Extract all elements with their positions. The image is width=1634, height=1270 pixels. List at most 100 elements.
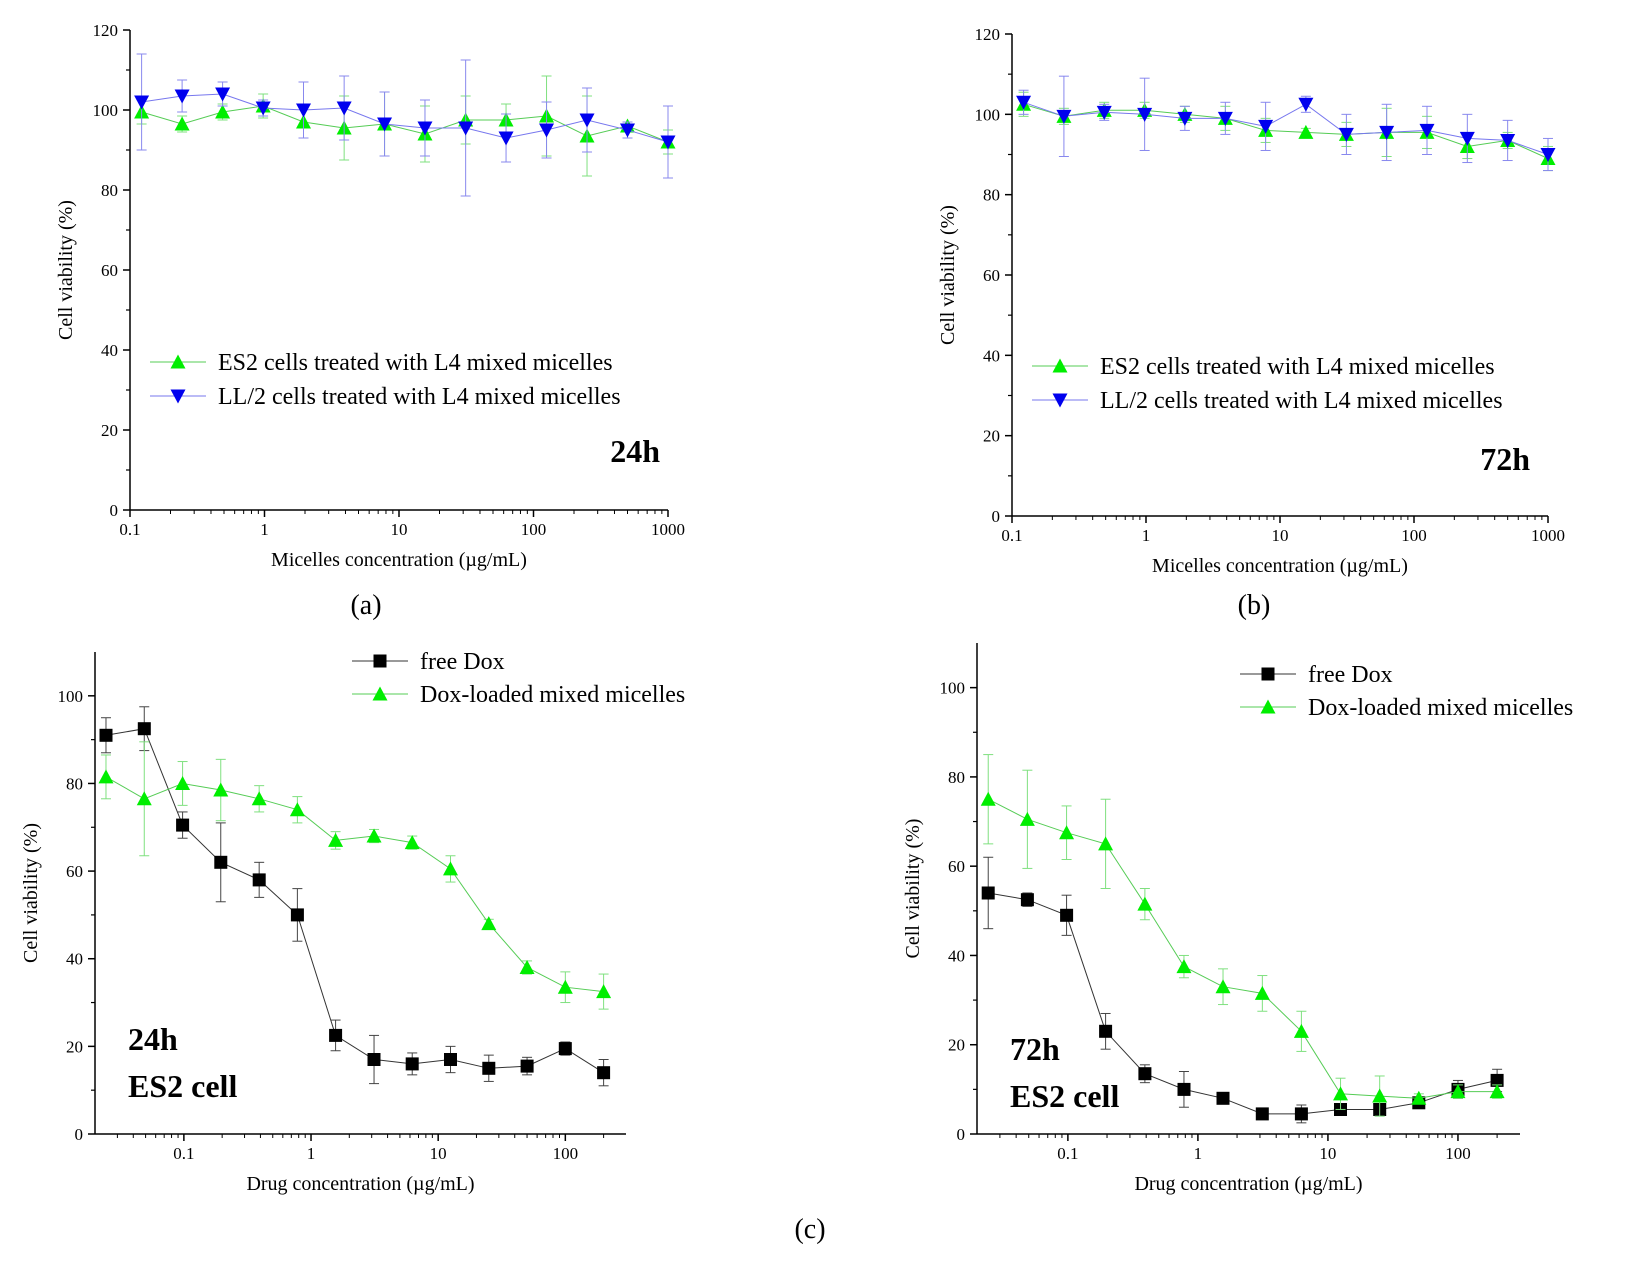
chart-c-right: 0 20 40 60 80 100 0.1 1 10 100 Drug concentration … xyxy=(902,643,1573,1195)
x-tick-label: 0.1 xyxy=(1057,1144,1078,1163)
data-point xyxy=(214,855,228,869)
data-point xyxy=(1098,836,1114,851)
legend-marker xyxy=(372,686,388,701)
legend-marker xyxy=(170,389,186,404)
data-point xyxy=(579,113,595,128)
data-point xyxy=(1137,107,1153,122)
legend-marker xyxy=(1260,699,1276,714)
y-tick-label: 0 xyxy=(992,507,1001,526)
legend-label: ES2 cells treated with L4 mixed micelles xyxy=(1100,354,1495,380)
data-point xyxy=(1255,1107,1269,1121)
data-point xyxy=(557,979,573,994)
data-point xyxy=(981,886,995,900)
data-point xyxy=(1490,1073,1504,1087)
y-tick-label: 80 xyxy=(948,768,965,787)
series-1 xyxy=(99,706,611,1087)
time-label: ES2 cell xyxy=(128,1068,237,1104)
series-2 xyxy=(134,53,676,197)
data-point xyxy=(329,1028,343,1042)
data-point xyxy=(251,791,267,806)
data-point xyxy=(174,89,190,104)
data-point xyxy=(443,861,459,876)
x-axis-title: Drug concentration (µg/mL) xyxy=(246,1173,474,1195)
y-tick-label: 40 xyxy=(948,946,965,965)
data-point xyxy=(175,775,191,790)
data-point xyxy=(1254,985,1270,1000)
y-tick-label: 100 xyxy=(58,687,84,706)
data-point xyxy=(289,802,305,817)
data-point xyxy=(174,116,190,131)
y-tick-label: 40 xyxy=(101,341,118,360)
data-point xyxy=(367,1053,381,1066)
series-line xyxy=(141,105,669,143)
data-point xyxy=(519,959,535,974)
time-label: 24h xyxy=(610,433,660,469)
time-label: 72h xyxy=(1480,441,1530,477)
x-tick-label: 1 xyxy=(307,1144,316,1163)
data-point xyxy=(444,1053,457,1066)
data-point xyxy=(404,835,420,850)
x-tick-label: 10 xyxy=(430,1144,447,1163)
y-tick-label: 60 xyxy=(948,857,965,876)
chart-a: 0 20 40 60 80 100 120 0.1 1 10 100 1000 Micelles con… xyxy=(55,21,685,571)
y-axis-title: Cell viability (%) xyxy=(902,819,924,959)
y-tick-label: 20 xyxy=(101,421,118,440)
y-tick-label: 100 xyxy=(940,679,966,698)
data-point xyxy=(1016,95,1032,110)
legend-label: LL/2 cells treated with L4 mixed micelle… xyxy=(1100,388,1503,414)
data-point xyxy=(1215,979,1231,994)
data-point xyxy=(1419,123,1435,138)
x-tick-label: 1 xyxy=(1142,526,1151,545)
time-label: 24h xyxy=(128,1021,178,1057)
data-point xyxy=(1138,1067,1152,1081)
x-tick-label: 1000 xyxy=(651,520,685,539)
data-point xyxy=(1459,131,1475,146)
data-point xyxy=(1217,111,1233,126)
data-point xyxy=(597,1066,611,1080)
series-line xyxy=(987,798,1498,1099)
x-tick-label: 100 xyxy=(1401,526,1427,545)
y-tick-label: 60 xyxy=(66,862,83,881)
y-tick-label: 20 xyxy=(66,1037,83,1056)
legend-marker xyxy=(1052,393,1068,408)
data-point xyxy=(1137,896,1153,911)
data-point xyxy=(1060,908,1074,922)
data-point xyxy=(458,121,474,136)
x-tick-label: 1 xyxy=(1194,1144,1203,1163)
data-point xyxy=(1333,1086,1349,1101)
data-point xyxy=(558,1042,572,1056)
y-tick-label: 0 xyxy=(110,501,119,520)
series-line xyxy=(105,776,604,993)
data-point xyxy=(1293,1023,1309,1038)
data-point xyxy=(660,135,676,150)
panel-label-b: (b) xyxy=(1238,590,1271,621)
y-tick-label: 80 xyxy=(983,186,1000,205)
data-point xyxy=(1019,811,1035,826)
y-tick-label: 120 xyxy=(93,21,119,40)
data-point xyxy=(366,828,382,843)
y-tick-label: 0 xyxy=(75,1125,84,1144)
data-point xyxy=(336,101,352,116)
x-axis-title: Micelles concentration (µg/mL) xyxy=(1152,555,1408,577)
x-tick-label: 10 xyxy=(1319,1144,1336,1163)
y-tick-label: 80 xyxy=(101,181,118,200)
y-tick-label: 60 xyxy=(101,261,118,280)
legend-marker xyxy=(170,354,186,369)
data-point xyxy=(1099,1024,1113,1038)
x-tick-label: 100 xyxy=(553,1144,579,1163)
data-point xyxy=(417,121,433,136)
x-tick-label: 1000 xyxy=(1531,526,1565,545)
data-point xyxy=(290,908,304,922)
x-tick-label: 0.1 xyxy=(173,1144,194,1163)
data-point xyxy=(1540,148,1556,162)
data-point xyxy=(405,1057,419,1071)
data-point xyxy=(1177,1082,1191,1096)
data-point xyxy=(620,123,636,138)
y-tick-label: 80 xyxy=(66,774,83,793)
data-point xyxy=(252,873,266,887)
data-point xyxy=(1258,119,1274,134)
data-point xyxy=(1298,97,1314,112)
y-tick-label: 120 xyxy=(975,25,1001,44)
y-tick-label: 100 xyxy=(93,101,119,120)
